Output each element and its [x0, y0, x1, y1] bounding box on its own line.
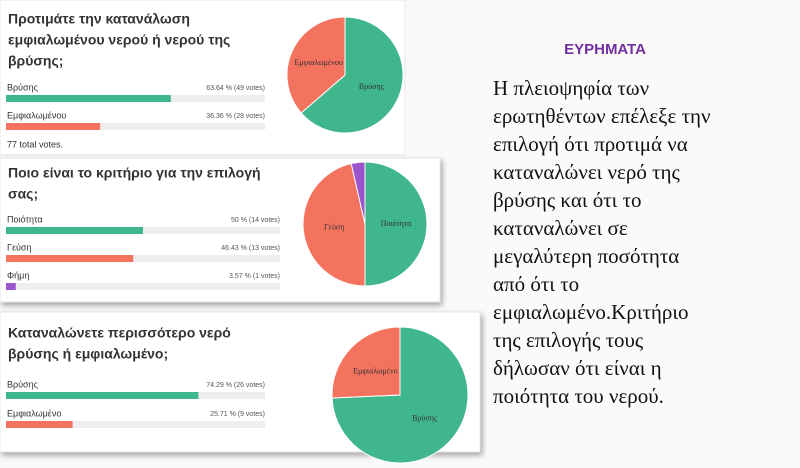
option-label: Φήμη [7, 270, 29, 280]
option-label: Βρύσης [7, 379, 39, 389]
findings-text: της επιλογής τους [493, 328, 644, 352]
option-percent: 50 % (14 votes) [231, 217, 280, 224]
question: βρύσης; [8, 53, 63, 69]
bar-track [6, 283, 280, 290]
pie-label: Ποιότητα [381, 219, 413, 228]
option-label: Εμφιαλωμένου [7, 110, 66, 120]
question: Καταναλώνετε περισσότερο νερό [8, 325, 231, 341]
findings-title: ΕΥΡΗΜΑΤΑ [564, 41, 646, 58]
bar-track [6, 123, 265, 130]
question: σας; [8, 186, 38, 202]
bar-track [6, 421, 265, 428]
option-percent: 3.57 % (1 votes) [229, 273, 280, 280]
option-percent: 63.64 % (49 votes) [206, 85, 265, 92]
pie-slice [286, 16, 346, 114]
findings-text: καταναλώνει σε [493, 216, 628, 240]
findings-text: επιλογή ότι προτιμά να [493, 132, 688, 156]
option-label: Εμφιαλωμένο [7, 408, 61, 418]
option-label: Βρύσης [7, 82, 39, 92]
bar [6, 283, 16, 290]
option-label: Ποιότητα [7, 214, 43, 224]
pie-slice [331, 326, 401, 399]
poll-panel: Καταναλώνετε περισσότερο νερό βρύσης ή εμ… [0, 311, 481, 464]
findings-text: βρύσης και ότι το [493, 188, 642, 212]
pie-label: Βρύσης [412, 413, 438, 422]
findings-text: μεγαλύτερη ποσότητα [493, 244, 679, 268]
option-percent: 25.71 % (9 votes) [210, 411, 265, 418]
bar [6, 95, 171, 102]
bar [6, 421, 73, 428]
option-label: Γεύση [7, 242, 31, 252]
bar [6, 227, 143, 234]
findings-text: εμφιαλωμένο.Κριτήριο [493, 300, 689, 324]
bar [6, 123, 101, 130]
pie-slice [300, 16, 404, 134]
option-percent: 46.43 % (13 votes) [221, 245, 280, 252]
pie-label: Γεύση [324, 222, 344, 231]
findings-text: από ότι το [493, 272, 579, 296]
pie-slice [350, 161, 366, 225]
findings-text: καταναλώνει νερό της [493, 160, 681, 184]
bar-track [6, 255, 280, 262]
option-percent: 36.36 % (28 votes) [206, 113, 265, 120]
pie-label: Εμφιαλωμένου [294, 58, 343, 67]
findings-text: δήλωσαν ότι είναι η [493, 356, 662, 380]
question: Προτιμάτε την κατανάλωση [8, 11, 190, 27]
pie-label: Βρύσης [359, 82, 385, 91]
question: εμφιαλωμένου νερού ή νερού της [8, 32, 230, 48]
pie-label: Εμφιαλωμένο [353, 366, 398, 375]
poll-panel: Ποιο είναι το κριτήριο για την επιλογή σα… [0, 157, 441, 303]
findings-text: Η πλειοψηφία των [493, 76, 649, 100]
pie-slice [302, 162, 366, 287]
findings-text: ερωτηθέντων επέλεξε την [493, 104, 711, 128]
pie-slice [364, 161, 428, 287]
bar [6, 255, 134, 262]
bar [6, 392, 199, 399]
question: βρύσης ή εμφιαλωμένο; [8, 346, 168, 362]
poll-panel: Προτιμάτε την κατανάλωση εμφιαλωμένου νερ… [0, 0, 406, 156]
findings-text: ποιότητα του νερού. [493, 384, 664, 408]
option-percent: 74.29 % (26 votes) [206, 382, 265, 389]
question: Ποιο είναι το κριτήριο για την επιλογή [8, 165, 261, 181]
total-votes: 77 total votes. [7, 139, 63, 149]
